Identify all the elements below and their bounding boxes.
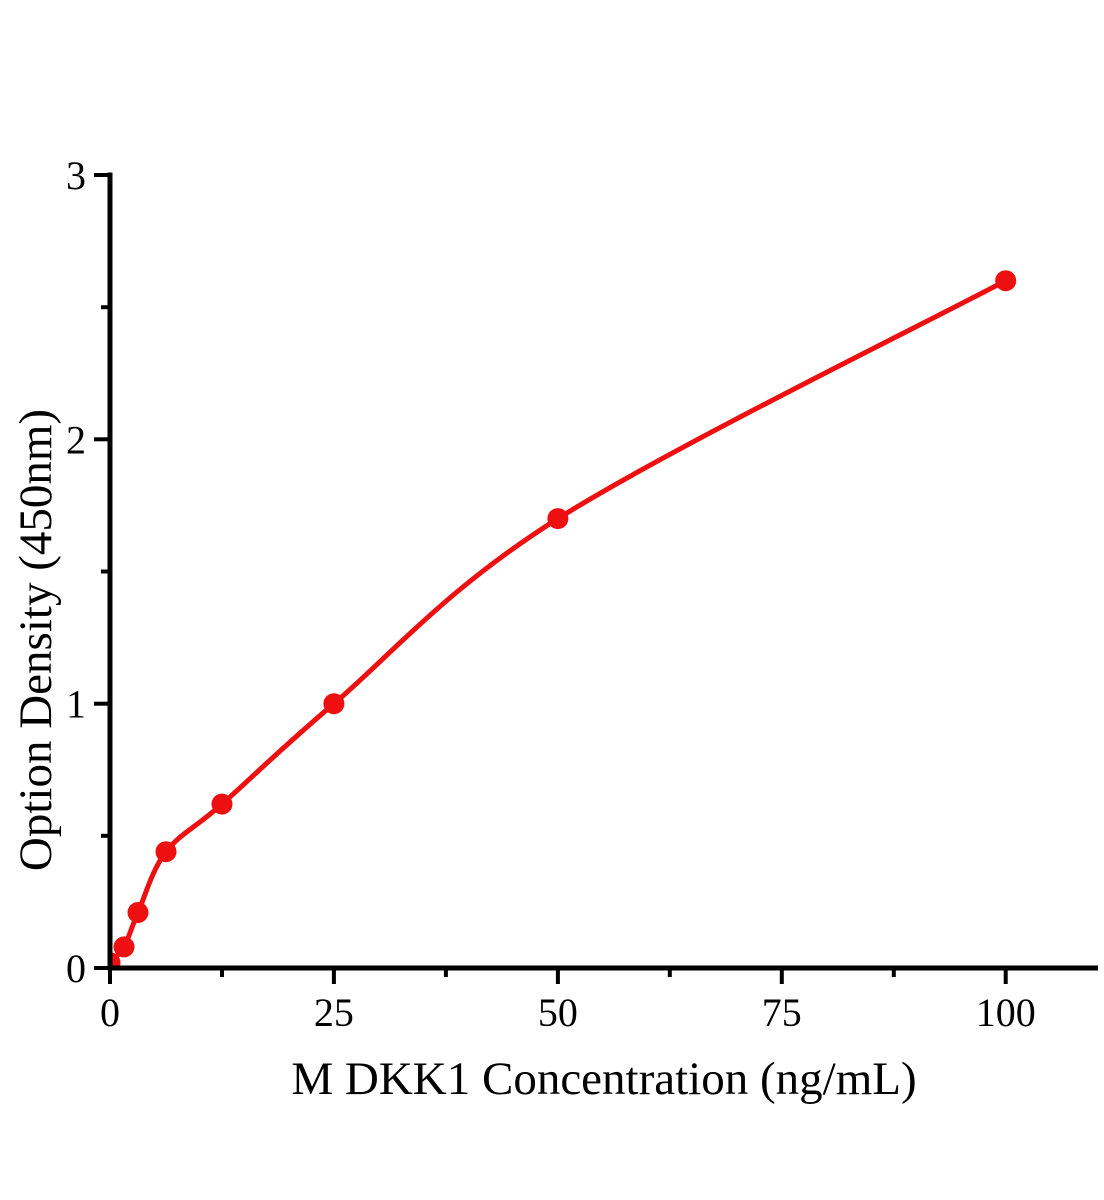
data-point [127,902,149,923]
axes-layer [107,172,1098,971]
y-tick-label: 2 [66,417,86,462]
y-tick-label: 0 [66,946,86,991]
y-tick-label: 3 [66,153,86,198]
data-point [547,508,569,530]
data-layer [110,270,1017,968]
x-tick-label: 0 [100,990,120,1035]
x-tick-label: 75 [762,990,802,1035]
y-axis-title: Option Density (450nm) [10,408,62,872]
data-point [211,793,233,815]
fit-curve [110,278,1007,965]
data-point [155,841,177,863]
x-tick-label: 100 [976,990,1036,1035]
y-tick-label: 1 [66,682,86,727]
x-tick-label: 50 [538,990,578,1035]
data-point [110,952,121,968]
x-axis-title: M DKK1 Concentration (ng/mL) [291,1053,917,1105]
data-point [995,270,1017,292]
data-point [323,693,345,715]
data-point [113,936,135,958]
x-tick-label: 25 [314,990,354,1035]
